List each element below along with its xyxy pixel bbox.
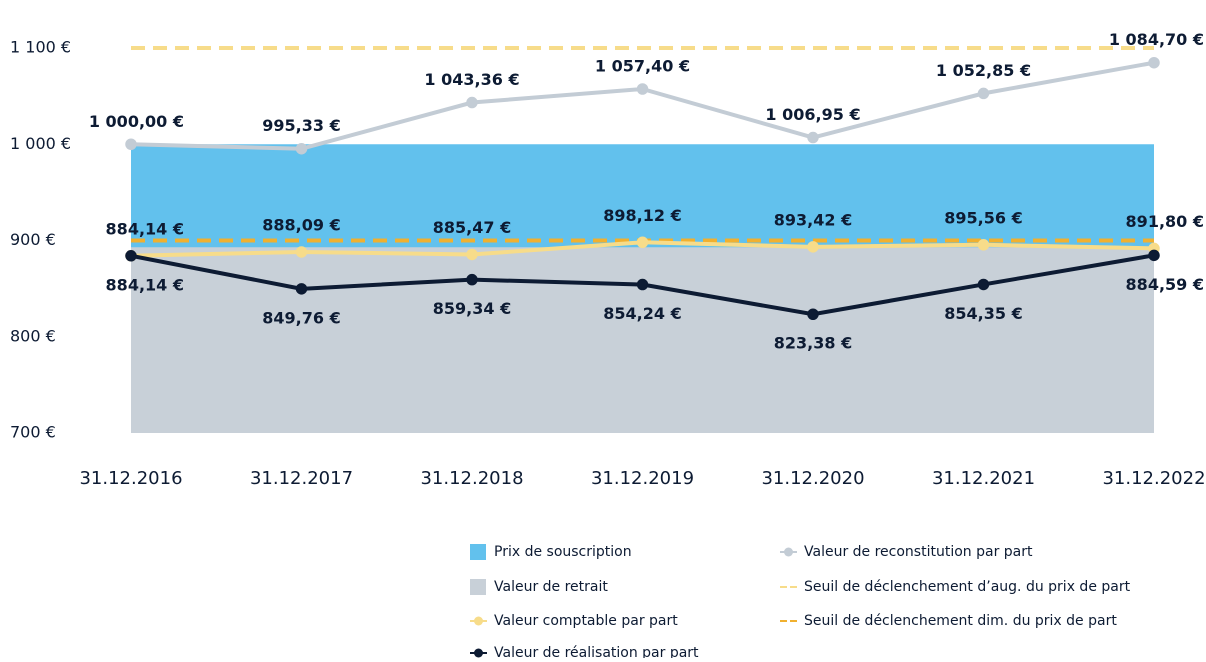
area bbox=[131, 247, 1154, 433]
point bbox=[807, 241, 819, 253]
point bbox=[125, 138, 137, 150]
point bbox=[807, 308, 819, 320]
data-label: 884,14 € bbox=[106, 219, 184, 238]
legend-item: Seuil de déclenchement d’aug. du prix de… bbox=[780, 579, 1131, 595]
legend-label: Valeur de réalisation par part bbox=[494, 645, 699, 658]
legend-label: Valeur de reconstitution par part bbox=[804, 544, 1033, 560]
data-label: 1 000,00 € bbox=[89, 112, 184, 131]
data-label: 884,59 € bbox=[1126, 275, 1204, 294]
point bbox=[295, 283, 308, 295]
legend-label: Prix de souscription bbox=[494, 544, 632, 560]
legend-item: Valeur de retrait bbox=[470, 579, 608, 595]
legend-label: Seuil de déclenchement d’aug. du prix de… bbox=[804, 579, 1131, 595]
legend-label: Seuil de déclenchement dim. du prix de p… bbox=[804, 613, 1117, 629]
data-label: 891,80 € bbox=[1126, 212, 1204, 231]
point bbox=[125, 250, 137, 262]
data-label: 854,24 € bbox=[603, 304, 681, 323]
point bbox=[466, 96, 478, 109]
data-label: 884,14 € bbox=[106, 275, 184, 294]
y-tick-label: 1 100 € bbox=[10, 38, 71, 57]
legend-swatch bbox=[474, 648, 483, 658]
data-label: 885,47 € bbox=[433, 218, 511, 237]
legend-item: Valeur de réalisation par part bbox=[470, 645, 699, 661]
point bbox=[636, 236, 649, 249]
data-label: 859,34 € bbox=[433, 299, 511, 318]
point bbox=[295, 142, 308, 155]
y-tick-label: 1 000 € bbox=[10, 134, 71, 153]
point bbox=[977, 239, 990, 251]
legend-item: Prix de souscription bbox=[470, 544, 632, 560]
legend-item: Valeur comptable par part bbox=[470, 613, 678, 629]
point bbox=[977, 278, 990, 291]
legend-item: Seuil de déclenchement dim. du prix de p… bbox=[780, 613, 1117, 629]
legend-swatch bbox=[474, 616, 483, 626]
point bbox=[1148, 249, 1160, 262]
x-tick-label: 31.12.2021 bbox=[932, 468, 1035, 489]
data-label: 888,09 € bbox=[262, 215, 340, 234]
x-tick-label: 31.12.2017 bbox=[250, 468, 353, 489]
point bbox=[295, 246, 308, 258]
data-label: 1 057,40 € bbox=[595, 57, 690, 76]
point bbox=[977, 87, 990, 100]
point bbox=[466, 273, 478, 286]
y-tick-label: 900 € bbox=[10, 230, 56, 249]
legend-item: Valeur de reconstitution par part bbox=[780, 544, 1033, 560]
data-label: 1 052,85 € bbox=[936, 61, 1031, 80]
point bbox=[636, 278, 649, 291]
y-tick-label: 700 € bbox=[10, 423, 56, 442]
x-tick-label: 31.12.2016 bbox=[79, 468, 182, 489]
x-tick-label: 31.12.2018 bbox=[420, 468, 523, 489]
data-label: 995,33 € bbox=[262, 116, 340, 135]
legend-label: Valeur comptable par part bbox=[494, 613, 678, 629]
point bbox=[1148, 56, 1160, 69]
y-tick-label: 800 € bbox=[10, 326, 56, 345]
legend-label: Valeur de retrait bbox=[494, 579, 608, 595]
data-label: 1 043,36 € bbox=[424, 70, 519, 89]
x-tick-label: 31.12.2020 bbox=[761, 468, 864, 489]
x-tick-label: 31.12.2022 bbox=[1102, 468, 1205, 489]
data-label: 898,12 € bbox=[603, 206, 681, 225]
point bbox=[807, 131, 819, 144]
x-tick-label: 31.12.2019 bbox=[591, 468, 694, 489]
data-label: 1 006,95 € bbox=[765, 105, 860, 124]
data-label: 849,76 € bbox=[262, 308, 340, 327]
legend-swatch bbox=[784, 547, 793, 557]
point bbox=[636, 83, 649, 95]
data-label: 854,35 € bbox=[944, 304, 1022, 323]
data-label: 895,56 € bbox=[944, 208, 1022, 227]
legend-swatch bbox=[470, 544, 486, 560]
data-label: 1 084,70 € bbox=[1109, 30, 1204, 49]
data-label: 893,42 € bbox=[774, 210, 852, 229]
point bbox=[466, 248, 478, 261]
data-label: 823,38 € bbox=[774, 334, 852, 353]
legend-swatch bbox=[470, 579, 486, 595]
